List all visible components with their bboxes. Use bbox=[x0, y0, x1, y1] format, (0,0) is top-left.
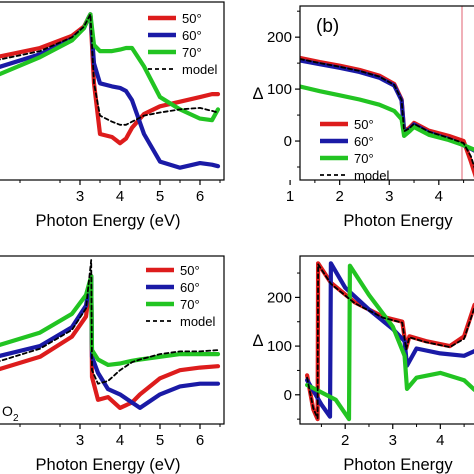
legend-label: 60° bbox=[180, 280, 200, 295]
legend-label: 50° bbox=[354, 117, 374, 132]
plot-frame bbox=[0, 1, 225, 181]
series-line-model bbox=[0, 259, 219, 385]
panel-label: (b) bbox=[316, 16, 339, 37]
y-axis-label: Δ bbox=[252, 332, 263, 350]
x-tick-label: 4 bbox=[435, 188, 443, 205]
legend: 50° 60° 70° model bbox=[146, 263, 216, 329]
legend: 50° 60° 70° model bbox=[320, 117, 390, 183]
plot-frame bbox=[299, 255, 474, 425]
panel-bottom-right: 2 3 4 0 100 200 Photon Energy Δ bbox=[252, 255, 474, 474]
x-tick-label: 6 bbox=[196, 432, 204, 449]
legend-label: 60° bbox=[182, 28, 202, 43]
x-tick-label: 4 bbox=[436, 432, 444, 449]
legend-label: model bbox=[182, 62, 218, 77]
x-tick-label: 3 bbox=[389, 432, 397, 449]
x-tick-label: 4 bbox=[116, 188, 124, 205]
series-line-70deg bbox=[0, 274, 221, 367]
panel-top-right: 1 2 3 4 0 100 200 Photon Energy Δ (b) 50° 60° 70° mod… bbox=[252, 5, 474, 230]
y-tick-label: 0 bbox=[284, 133, 292, 150]
x-tick-label: 2 bbox=[341, 432, 349, 449]
panel-bottom-left: 3 4 5 6 Photon Energy (eV) O 2 50° 60° 70° model bbox=[0, 255, 225, 474]
legend-label: 70° bbox=[180, 297, 200, 312]
series-line-60deg bbox=[305, 261, 474, 419]
legend-label: 60° bbox=[354, 134, 374, 149]
legend-label: model bbox=[180, 314, 216, 329]
y-tick-label: 200 bbox=[267, 29, 292, 46]
x-tick-label: 3 bbox=[76, 188, 84, 205]
legend-label: model bbox=[354, 168, 390, 183]
x-tick-label: 5 bbox=[156, 188, 164, 205]
x-tick-label: 5 bbox=[156, 432, 164, 449]
y-tick-label: 100 bbox=[267, 338, 292, 355]
x-tick-label: 6 bbox=[196, 188, 204, 205]
x-tick-label: 2 bbox=[335, 188, 343, 205]
x-tick-label: 1 bbox=[286, 188, 294, 205]
x-axis-label: Photon Energy bbox=[343, 212, 453, 230]
x-tick-label: 3 bbox=[76, 432, 84, 449]
series-line-50deg bbox=[0, 274, 221, 410]
series-line-model bbox=[306, 263, 474, 420]
legend-label: 70° bbox=[354, 151, 374, 166]
legend-label: 50° bbox=[180, 263, 200, 278]
series-line-model bbox=[0, 13, 219, 126]
y-tick-label: 0 bbox=[284, 387, 292, 404]
x-tick-label: 4 bbox=[116, 432, 124, 449]
panel-fragment-subscript: 2 bbox=[13, 413, 19, 424]
series-line-70deg bbox=[300, 84, 474, 152]
x-axis-label: Photon Energy (eV) bbox=[36, 456, 181, 474]
x-tick-label: 3 bbox=[385, 188, 393, 205]
y-tick-label: 200 bbox=[267, 289, 292, 306]
panel-top-left: 3 4 5 6 Photon Energy (eV) 50° 60° 70° model bbox=[0, 1, 225, 230]
plot-frame bbox=[299, 5, 474, 181]
series-line-70deg bbox=[305, 263, 474, 422]
panel-fragment-label: O bbox=[2, 403, 13, 419]
legend-label: 50° bbox=[182, 11, 202, 26]
series-line-70deg bbox=[0, 12, 221, 123]
y-tick-label: 100 bbox=[267, 81, 292, 98]
series-line-60deg bbox=[0, 274, 221, 410]
x-axis-label: Photon Energy bbox=[343, 456, 453, 474]
x-axis-label: Photon Energy (eV) bbox=[36, 212, 181, 230]
legend: 50° 60° 70° model bbox=[148, 11, 218, 77]
y-axis-label: Δ bbox=[252, 85, 263, 103]
series-line-model bbox=[300, 58, 474, 169]
plot-frame bbox=[0, 255, 225, 425]
legend-label: 70° bbox=[182, 45, 202, 60]
